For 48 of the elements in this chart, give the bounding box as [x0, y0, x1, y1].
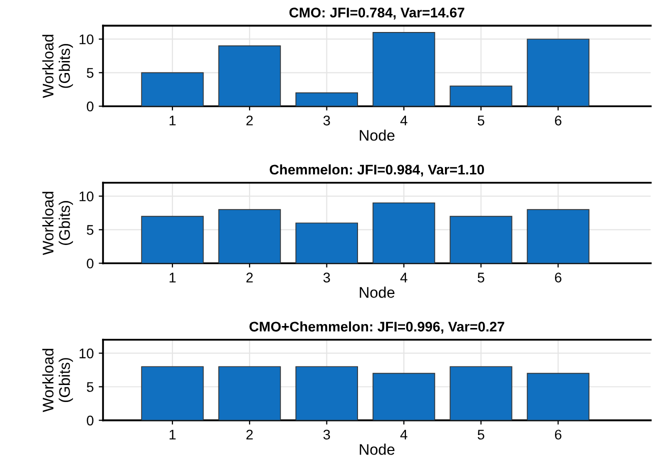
x-tick-label: 1 [170, 272, 176, 282]
bar [526, 209, 590, 264]
y-axis-title: Workload (Gbits) [42, 348, 73, 412]
x-tick-label: 4 [400, 430, 408, 440]
bar [526, 38, 590, 106]
x-tick-label: 1 [170, 430, 176, 440]
x-tick-label: 3 [323, 272, 330, 282]
x-tick-label: 2 [246, 430, 253, 440]
x-tick-label: 3 [323, 430, 330, 440]
bar [218, 209, 281, 264]
y-tick-label: 10 [80, 348, 94, 358]
x-tick-label: 3 [323, 116, 330, 126]
y-axis-title: Workload (Gbits) [42, 34, 73, 98]
chart-title: Chemmelon: JFI=0.984, Var=1.10 [270, 164, 484, 177]
y-tick-label: 0 [86, 258, 94, 268]
bar [141, 72, 204, 106]
x-tick-label: 6 [554, 430, 562, 440]
chart-title: CMO+Chemmelon: JFI=0.996, Var=0.27 [249, 321, 504, 334]
x-tick-label: 6 [554, 272, 562, 282]
bar [295, 222, 358, 264]
x-tick-label: 5 [478, 116, 484, 126]
chart-title: CMO: JFI=0.784, Var=14.67 [289, 8, 464, 20]
bar [141, 216, 204, 264]
x-tick-label: 1 [170, 116, 176, 126]
x-tick-label: 2 [246, 116, 253, 126]
x-axis-title: Node [360, 130, 394, 141]
y-tick-label: 10 [80, 191, 94, 202]
bar [450, 216, 512, 264]
x-tick-label: 5 [478, 430, 484, 440]
bar [218, 45, 281, 106]
y-tick-label: 5 [86, 382, 94, 392]
y-tick-label: 10 [80, 34, 94, 44]
y-tick-label: 5 [86, 225, 94, 235]
x-tick-label: 6 [554, 116, 562, 126]
x-axis-title: Node [360, 444, 394, 455]
bar [372, 202, 436, 264]
bar [450, 86, 512, 106]
bar [372, 32, 436, 106]
x-tick-label: 4 [400, 272, 408, 282]
bar [295, 92, 358, 106]
y-tick-label: 0 [86, 102, 94, 112]
x-tick-label: 4 [400, 116, 408, 126]
x-axis-title: Node [360, 286, 394, 298]
y-tick-label: 5 [86, 68, 94, 78]
y-axis-title: Workload (Gbits) [42, 192, 73, 256]
x-tick-label: 5 [478, 272, 484, 282]
y-tick-label: 0 [86, 416, 94, 426]
x-tick-label: 2 [246, 272, 253, 282]
